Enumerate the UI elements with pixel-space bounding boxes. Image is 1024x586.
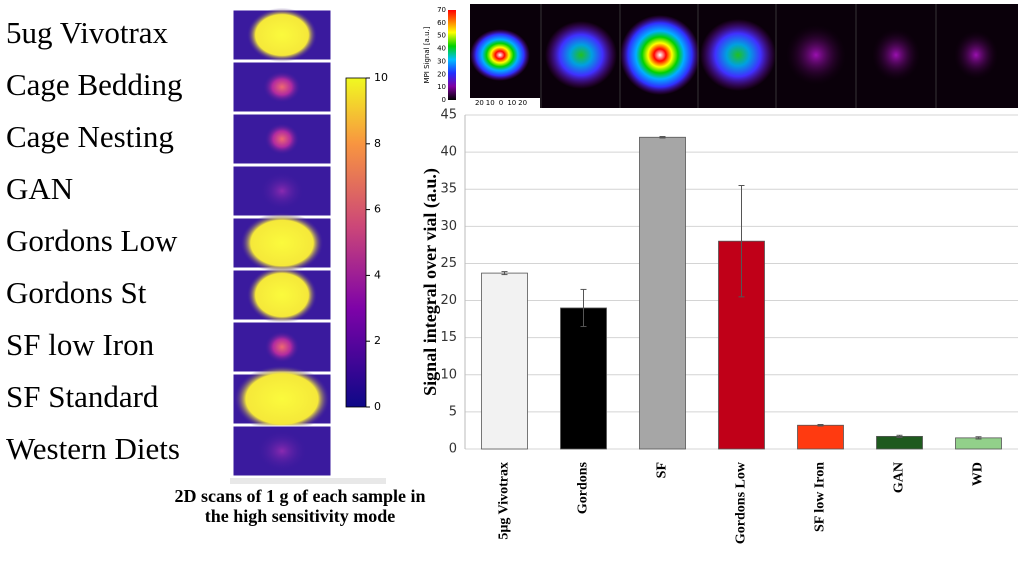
colorbar-tick-label: 10 — [437, 83, 446, 91]
scan-spot — [256, 430, 308, 472]
bar-chart: 0 5 10 15 20 25 30 35 40 45 Signal integral over v… — [420, 108, 1018, 544]
x-tick-label: 10 — [486, 99, 495, 107]
y-axis-label: Signal integral over vial (a.u.) — [420, 168, 441, 396]
x-tick-label: WD — [971, 462, 986, 486]
x-tick-label: 20 — [475, 99, 484, 107]
y-tick-label: 10 — [462, 39, 471, 47]
scan-spot — [620, 15, 700, 95]
y-tick-label: 5 — [449, 404, 457, 419]
colorbar-tick-label: 30 — [437, 57, 446, 65]
sample-label: Cage Bedding — [6, 67, 183, 102]
scan-spot — [246, 266, 318, 324]
colorbar-tick-label: 0 — [442, 96, 446, 104]
x-tick-label: Gordons Low — [734, 461, 749, 544]
sample-label: Western Diets — [6, 431, 180, 466]
y-tick-label: 20 — [462, 74, 471, 82]
x-tick-label: 0 — [499, 99, 503, 107]
y-tick-label: 30 — [440, 219, 457, 234]
sample-label: Gordons Low — [6, 223, 178, 258]
sample-label: Cage Nesting — [6, 119, 174, 154]
scan-spot — [786, 25, 846, 85]
scan-spot — [545, 21, 617, 89]
bar — [639, 136, 686, 450]
bar — [797, 424, 844, 450]
bar — [876, 435, 923, 450]
scan-spot — [954, 31, 998, 79]
colorbar-tick-label: 6 — [374, 203, 381, 216]
y-tick-label: 20 — [440, 293, 457, 308]
y-tick-label: 10 — [462, 63, 471, 71]
y-tick-label: 30 — [462, 16, 471, 24]
y-tick-label: 15 — [440, 330, 457, 345]
colorbar-tick-label: 0 — [374, 400, 381, 413]
x-tick-label: Gordons — [576, 461, 591, 514]
y-tick-label: 45 — [440, 108, 457, 123]
sample-label: GAN — [6, 171, 73, 206]
scan-spot — [700, 19, 776, 91]
colorbar — [345, 77, 367, 408]
caption: 2D scans of 1 g of each sample in the hi… — [174, 486, 426, 526]
scan-spot — [259, 171, 305, 211]
x-tick-label: SF — [655, 462, 670, 478]
colorbar-tick-label: 60 — [437, 19, 446, 27]
scan-spot — [264, 123, 300, 155]
bar — [955, 437, 1002, 450]
y-tick-label: 35 — [440, 182, 457, 197]
axes-area — [420, 4, 470, 108]
y-tick-label: 10 — [440, 367, 457, 382]
colorbar-tick-label: 2 — [374, 334, 381, 347]
sample-label: 5ug Vivotrax — [6, 15, 169, 50]
x-tick-label: GAN — [892, 462, 907, 493]
scan-panel: 5ug Vivotrax Cage Bedding Cage Nesting GAN G… — [6, 7, 388, 477]
scan-shadow — [230, 478, 386, 484]
y-tick-label: 40 — [440, 145, 457, 160]
scan-spot — [264, 331, 300, 363]
colorbar-tick-label: 10 — [374, 71, 388, 84]
sample-label: Gordons St — [6, 275, 147, 310]
axes-area — [470, 98, 540, 108]
bar — [560, 307, 607, 450]
colorbar-tick-label: 4 — [374, 268, 381, 281]
y-tick-label: 30 — [462, 86, 471, 94]
x-tick-label: SF low Iron — [813, 462, 828, 532]
x-tick-label: 20 — [518, 99, 527, 107]
y-tick-label: 0 — [464, 51, 468, 59]
colorbar-tick-label: 20 — [437, 70, 446, 78]
colorbar-tick-label: 70 — [437, 6, 446, 14]
colorbar-tick-label: 8 — [374, 137, 381, 150]
colorbar-tick-label: 50 — [437, 32, 446, 40]
scan-spot — [262, 71, 302, 103]
scan-spot — [872, 29, 920, 81]
y-tick-label: 20 — [462, 28, 471, 36]
colorbar-tick-label: 40 — [437, 45, 446, 53]
x-tick-label: 5µg Vivotrax — [497, 462, 512, 540]
y-tick-label: 0 — [449, 442, 457, 457]
y-tick-label: 25 — [440, 256, 457, 271]
colorbar — [448, 10, 456, 100]
scan-spot — [240, 212, 324, 274]
scan-spot — [246, 7, 318, 63]
sample-label: SF Standard — [6, 379, 159, 414]
scan-spot — [470, 29, 530, 81]
colorbar-label: MPI Signal [a.u.] — [423, 26, 431, 83]
bar — [481, 272, 528, 450]
sample-label: SF low Iron — [6, 327, 155, 362]
scan-spot — [234, 365, 330, 433]
x-tick-label: 10 — [507, 99, 516, 107]
